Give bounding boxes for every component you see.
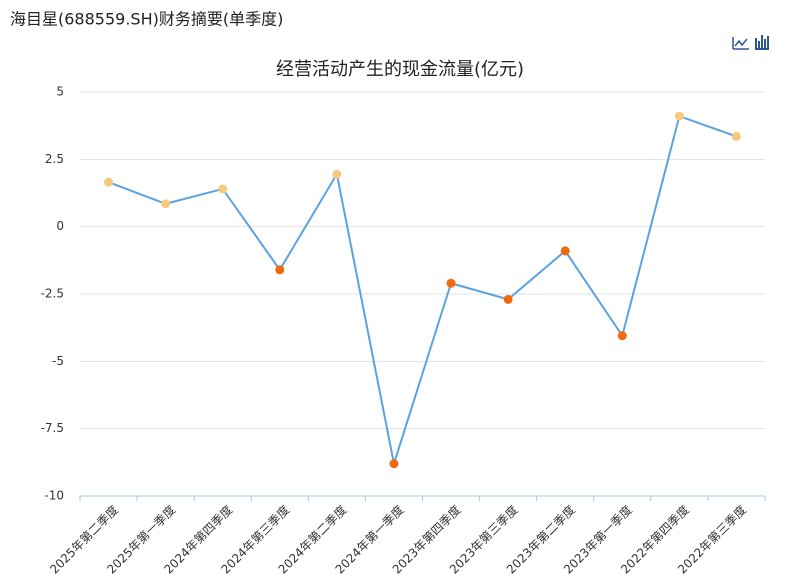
point <box>332 169 342 179</box>
y-tick-label: -10 <box>44 489 64 503</box>
line <box>108 114 737 464</box>
point <box>275 265 285 275</box>
y-tick-label: -2.5 <box>41 287 64 301</box>
point <box>560 246 570 256</box>
point <box>503 294 513 304</box>
point <box>389 459 399 469</box>
chart-type-icons[interactable] <box>732 35 769 50</box>
point <box>674 111 684 121</box>
page-title: 海目星(688559.SH)财务摘要(单季度) <box>10 10 283 29</box>
y-tick-label: 2.5 <box>45 152 64 166</box>
point <box>446 278 456 288</box>
point <box>161 199 171 209</box>
y-tick-label: -7.5 <box>41 421 64 435</box>
chart-title: 经营活动产生的现金流量(亿元) <box>276 59 524 80</box>
y-tick-label: 0 <box>56 219 64 233</box>
point <box>218 184 228 194</box>
point <box>104 177 114 187</box>
point <box>617 331 627 341</box>
point <box>731 131 741 141</box>
y-tick-label: -5 <box>52 354 64 368</box>
y-tick-label: 5 <box>56 85 64 99</box>
